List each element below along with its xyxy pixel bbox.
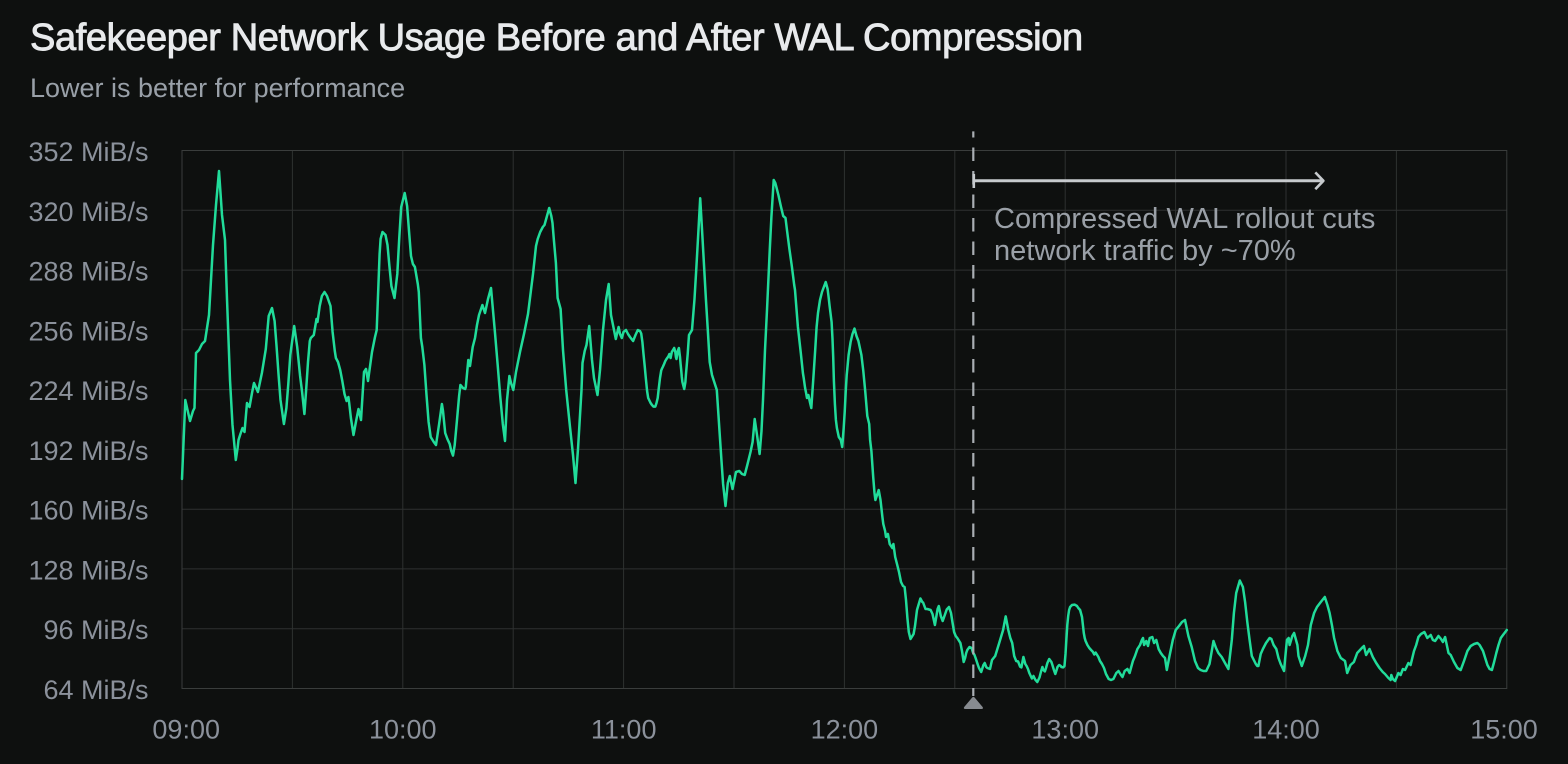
svg-text:224 MiB/s: 224 MiB/s [28,376,148,406]
svg-text:09:00: 09:00 [152,715,220,745]
svg-text:352 MiB/s: 352 MiB/s [28,137,148,167]
svg-text:13:00: 13:00 [1031,715,1099,745]
svg-text:64 MiB/s: 64 MiB/s [43,675,148,705]
svg-text:128 MiB/s: 128 MiB/s [28,555,148,585]
svg-text:256 MiB/s: 256 MiB/s [28,316,148,346]
svg-text:Safekeeper Network Usage Befor: Safekeeper Network Usage Before and Afte… [30,17,1083,59]
svg-text:12:00: 12:00 [811,715,879,745]
svg-text:320 MiB/s: 320 MiB/s [28,197,148,227]
svg-text:Compressed WAL rollout cuts: Compressed WAL rollout cuts [994,203,1375,235]
svg-text:14:00: 14:00 [1252,715,1320,745]
svg-text:11:00: 11:00 [591,715,657,745]
svg-text:192 MiB/s: 192 MiB/s [28,436,148,466]
svg-text:15:00: 15:00 [1470,715,1538,745]
svg-text:network traffic by ~70%: network traffic by ~70% [994,235,1296,267]
svg-text:Lower is better for performanc: Lower is better for performance [30,73,405,103]
svg-text:96 MiB/s: 96 MiB/s [43,615,148,645]
svg-text:10:00: 10:00 [369,715,437,745]
svg-text:160 MiB/s: 160 MiB/s [28,496,148,526]
svg-text:288 MiB/s: 288 MiB/s [28,257,148,287]
